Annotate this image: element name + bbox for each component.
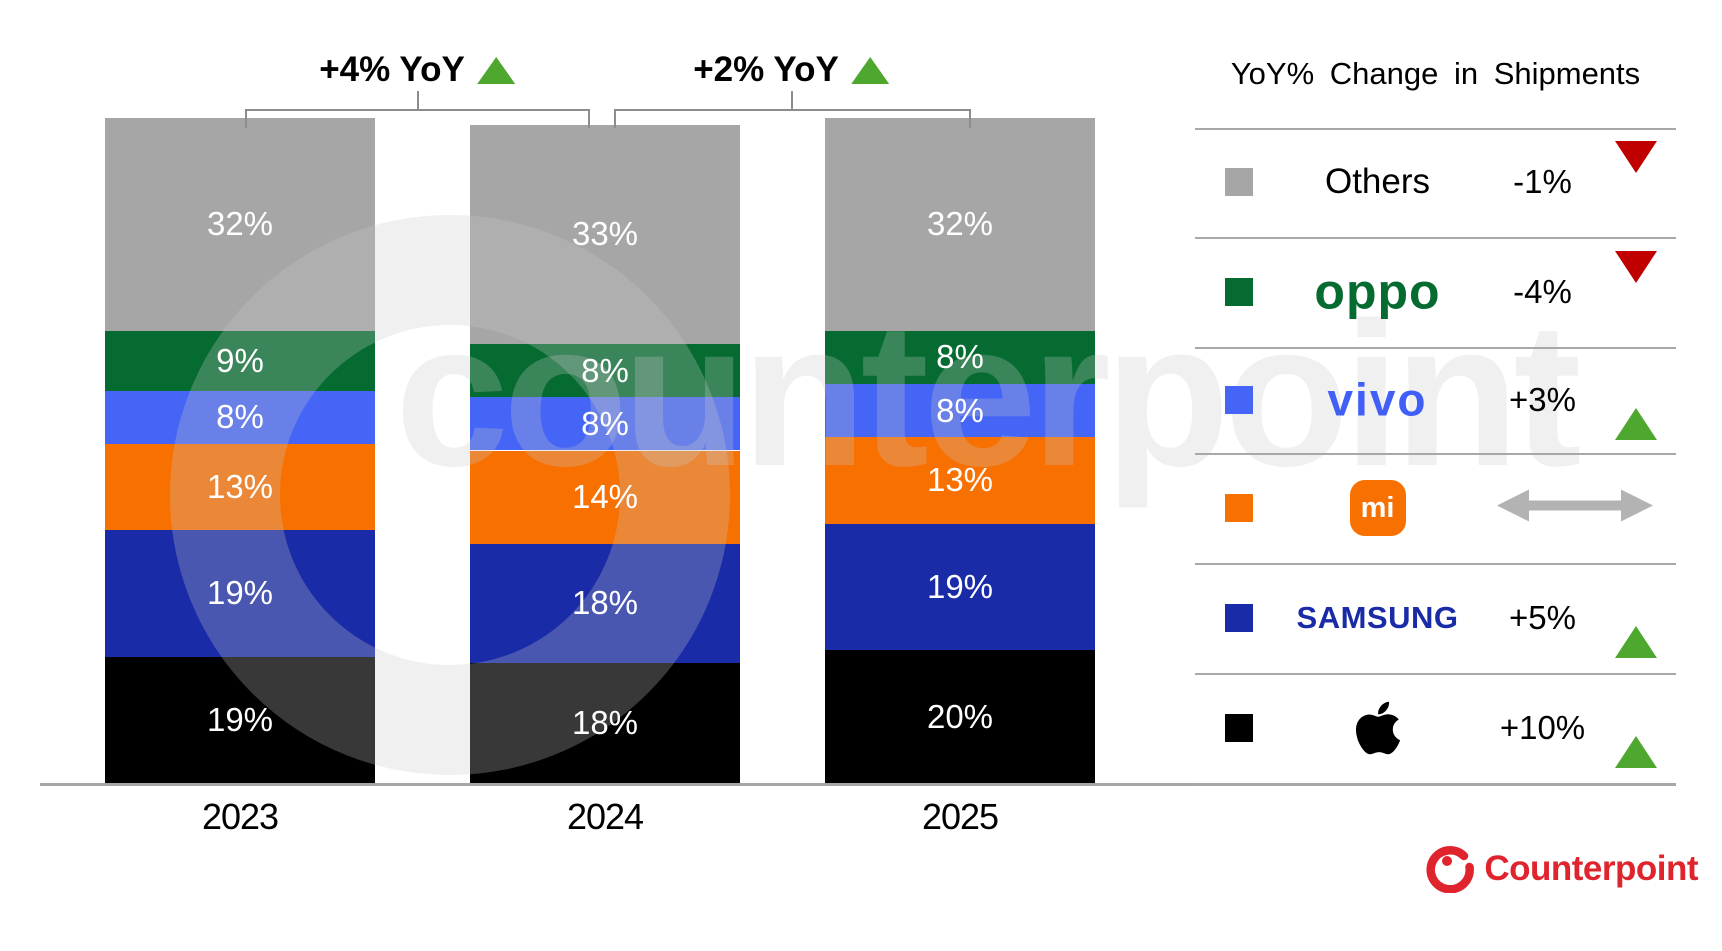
bar-segment-oppo-2025 (825, 330, 1095, 384)
bar-segment-vivo-2023 (105, 390, 375, 444)
yoy-bracket-right-tick (588, 109, 590, 128)
yoy-bracket-left-tick (614, 109, 616, 128)
vivo-logo: vivo (1327, 373, 1428, 426)
vivo-change-value: +3% (1509, 381, 1576, 418)
legend-divider (1195, 453, 1676, 455)
bar-segment-others-2025 (825, 118, 1095, 331)
bar-segment-others-2023 (105, 118, 375, 331)
up-triangle-icon (476, 56, 515, 84)
up-triangle-icon (850, 56, 889, 84)
up-triangle-icon (1615, 609, 1657, 658)
yoy-annotation-2024-2025: +2% YoY (693, 50, 889, 90)
others-swatch (1225, 168, 1253, 196)
counterpoint-branding: Counterpoint (1426, 845, 1698, 893)
bar-segment-oppo-2023 (105, 330, 375, 391)
yoy-bracket-left-tick (245, 109, 247, 128)
bar-segment-value: 32% (206, 205, 274, 243)
legend-row-vivo: vivo +3% (1195, 358, 1676, 442)
x-axis-label-2025: 2025 (921, 796, 999, 837)
samsung-swatch (1225, 604, 1253, 632)
bar-segment-apple-2024 (470, 663, 740, 783)
bar-segment-value: 8% (581, 404, 629, 442)
samsung-logo: SAMSUNG (1296, 600, 1459, 635)
legend-title: YoY% Change in Shipments (1230, 56, 1641, 91)
legend-row-samsung: SAMSUNG +5% (1195, 576, 1676, 660)
others-change-value: -1% (1513, 163, 1572, 200)
apple-change-value: +10% (1499, 709, 1586, 746)
samsung-change-value: +5% (1509, 599, 1576, 636)
legend-divider (1195, 783, 1676, 785)
bar-segment-value: 8% (581, 351, 629, 389)
down-triangle-icon (1615, 251, 1657, 300)
legend-divider (1195, 237, 1676, 239)
xiaomi-logo-text: mi (1360, 491, 1395, 524)
legend-divider (1195, 128, 1676, 130)
bar-segment-samsung-2024 (470, 543, 740, 664)
bar-segment-value: 19% (926, 567, 994, 605)
down-triangle-icon (1615, 141, 1657, 190)
bar-segment-value: 8% (216, 398, 264, 436)
bar-segment-value: 19% (206, 574, 274, 612)
bar-segment-xiaomi-2024 (470, 450, 740, 544)
apple-logo (1355, 701, 1400, 755)
legend-row-oppo: oppo -4% (1195, 250, 1676, 334)
counterpoint-logo-icon (1426, 846, 1475, 893)
bar-segment-value: 20% (926, 697, 994, 735)
bar-segment-value: 19% (206, 700, 274, 738)
others-label: Others (1324, 162, 1431, 201)
x-axis-label-2023: 2023 (201, 796, 279, 837)
vivo-swatch (1225, 386, 1253, 414)
xiaomi-swatch (1225, 494, 1253, 522)
xiaomi-logo: mi (1349, 480, 1406, 536)
yoy-bracket-stem (791, 91, 793, 109)
legend-row-others: Others -1% (1195, 140, 1676, 224)
oppo-swatch (1225, 278, 1253, 306)
legend-row-xiaomi: mi (1195, 466, 1676, 550)
bar-segment-others-2024 (470, 124, 740, 345)
bar-segment-value: 13% (206, 468, 274, 506)
bar-segment-vivo-2025 (825, 384, 1095, 438)
up-triangle-icon (1615, 719, 1657, 768)
bar-segment-value: 14% (571, 478, 639, 516)
bar-segment-value: 9% (216, 341, 264, 379)
apple-swatch (1225, 714, 1253, 742)
bar-segment-samsung-2023 (105, 530, 375, 657)
bar-segment-value: 8% (936, 338, 984, 376)
x-axis-line (40, 783, 1676, 786)
legend-panel: YoY% Change in Shipments Others -1% oppo… (1195, 40, 1676, 785)
yoy-annotation-2023-2024: +4% YoY (319, 50, 515, 90)
legend-divider (1195, 563, 1676, 565)
counterpoint-logo-text: Counterpoint (1484, 849, 1698, 888)
bar-segment-apple-2025 (825, 650, 1095, 783)
oppo-logo: oppo (1314, 263, 1441, 320)
yoy-bracket-right-tick (969, 109, 971, 128)
legend-divider (1195, 347, 1676, 349)
legend-divider (1195, 673, 1676, 675)
yoy-bracket-stem (417, 91, 419, 109)
bar-segment-value: 18% (571, 584, 639, 622)
x-axis-label-2024: 2024 (566, 796, 644, 837)
bar-segment-value: 18% (571, 704, 639, 742)
bar-segment-xiaomi-2025 (825, 437, 1095, 524)
bar-segment-value: 8% (936, 391, 984, 429)
bar-segment-vivo-2024 (470, 397, 740, 451)
legend-row-apple: +10% (1195, 686, 1676, 770)
yoy-bracket-2024-2025 (614, 109, 971, 111)
up-triangle-icon (1615, 391, 1657, 440)
bar-segment-value: 13% (926, 461, 994, 499)
bar-segment-value: 32% (926, 205, 994, 243)
bar-segment-oppo-2024 (470, 344, 740, 398)
oppo-change-value: -4% (1513, 273, 1572, 310)
yoy-annotation-text: +2% YoY (693, 50, 839, 89)
bar-segment-samsung-2025 (825, 523, 1095, 650)
yoy-annotation-text: +4% YoY (319, 50, 465, 89)
bar-segment-apple-2023 (105, 656, 375, 783)
flat-arrow-icon (1495, 486, 1655, 531)
bar-segment-value: 33% (571, 215, 639, 253)
bar-segment-xiaomi-2023 (105, 443, 375, 531)
yoy-bracket-2023-2024 (245, 109, 590, 111)
